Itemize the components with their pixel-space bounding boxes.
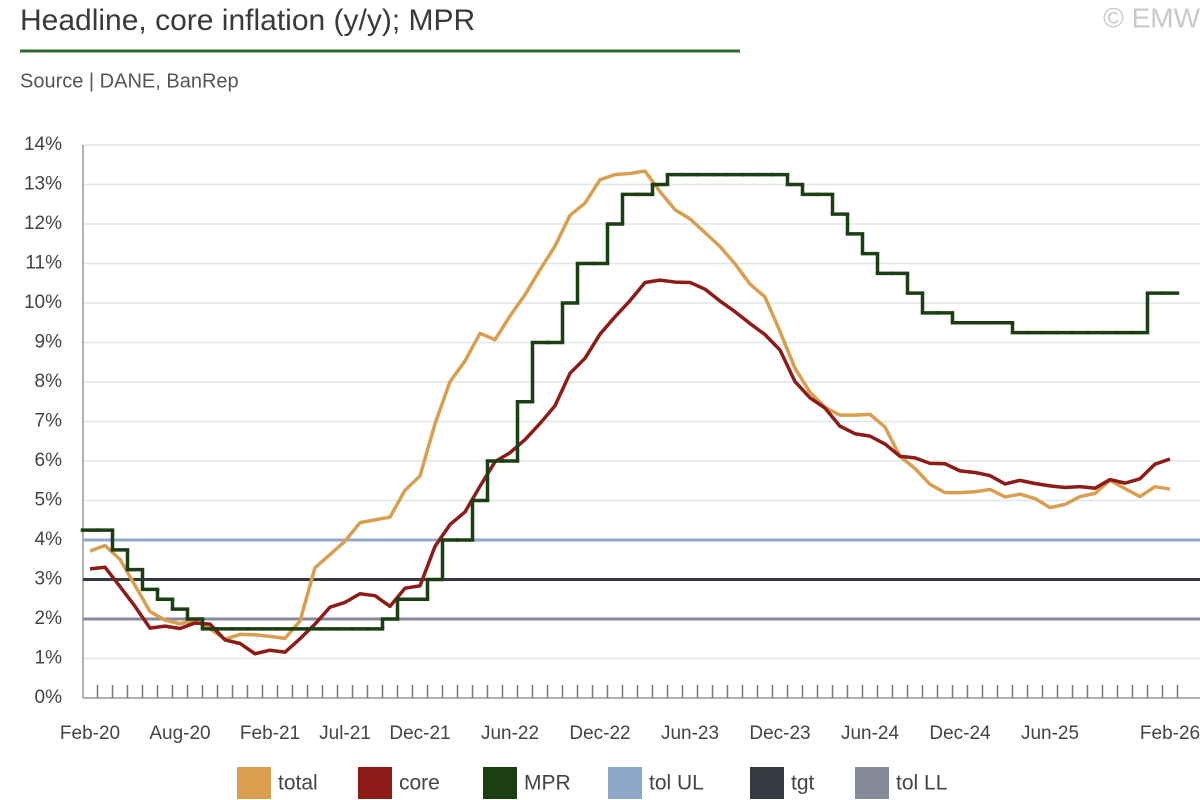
y-tick-label: 7% [35, 411, 63, 432]
y-tick-label: 11% [25, 253, 62, 274]
x-tick-label: Jun-25 [1021, 723, 1079, 744]
series-line [89, 278, 1171, 656]
legend-swatch [358, 767, 392, 799]
legend-swatch [483, 767, 517, 799]
legend-label: tol LL [896, 772, 947, 795]
legend-swatch [855, 767, 889, 799]
chart-subtitle: Source | DANE, BanRep [20, 70, 239, 92]
y-tick-label: 3% [35, 569, 63, 590]
x-tick-label: Feb-21 [240, 723, 300, 744]
y-tick-label: 5% [35, 490, 63, 511]
y-tick-label: 9% [35, 332, 63, 353]
legend-label: tol UL [649, 772, 704, 795]
x-tick-label: Dec-24 [929, 723, 991, 744]
legend-swatch [608, 767, 642, 799]
y-tick-label: 1% [35, 648, 63, 669]
watermark: © EMW [1103, 2, 1200, 33]
series-line [89, 169, 1171, 641]
legend-label: total [278, 772, 318, 795]
y-tick-label: 12% [24, 213, 62, 234]
y-tick-label: 10% [24, 292, 62, 313]
x-tick-label: Jun-23 [661, 723, 719, 744]
y-tick-label: 8% [35, 371, 63, 392]
x-tick-label: Dec-23 [749, 723, 810, 744]
legend-label: core [399, 772, 440, 795]
x-tick-label: Jul-21 [319, 723, 371, 744]
legend-label: MPR [524, 772, 571, 795]
x-tick-label: Jun-22 [481, 723, 539, 744]
x-tick-label: Feb-20 [60, 723, 120, 744]
legend-label: tgt [791, 772, 815, 795]
y-tick-label: 13% [24, 174, 62, 195]
y-tick-label: 0% [35, 687, 63, 708]
x-tick-label: Feb-26 [1140, 723, 1200, 744]
x-tick-label: Dec-22 [569, 723, 630, 744]
x-tick-label: Jun-24 [841, 723, 900, 744]
y-tick-label: 6% [35, 450, 63, 471]
y-tick-label: 2% [35, 608, 63, 629]
y-tick-label: 4% [35, 529, 63, 550]
legend-swatch [237, 767, 271, 799]
x-tick-label: Dec-21 [389, 723, 450, 744]
y-tick-label: 14% [24, 134, 62, 155]
legend-swatch [750, 767, 784, 799]
x-tick-label: Aug-20 [149, 723, 210, 744]
chart-title: Headline, core inflation (y/y); MPR [20, 4, 475, 37]
